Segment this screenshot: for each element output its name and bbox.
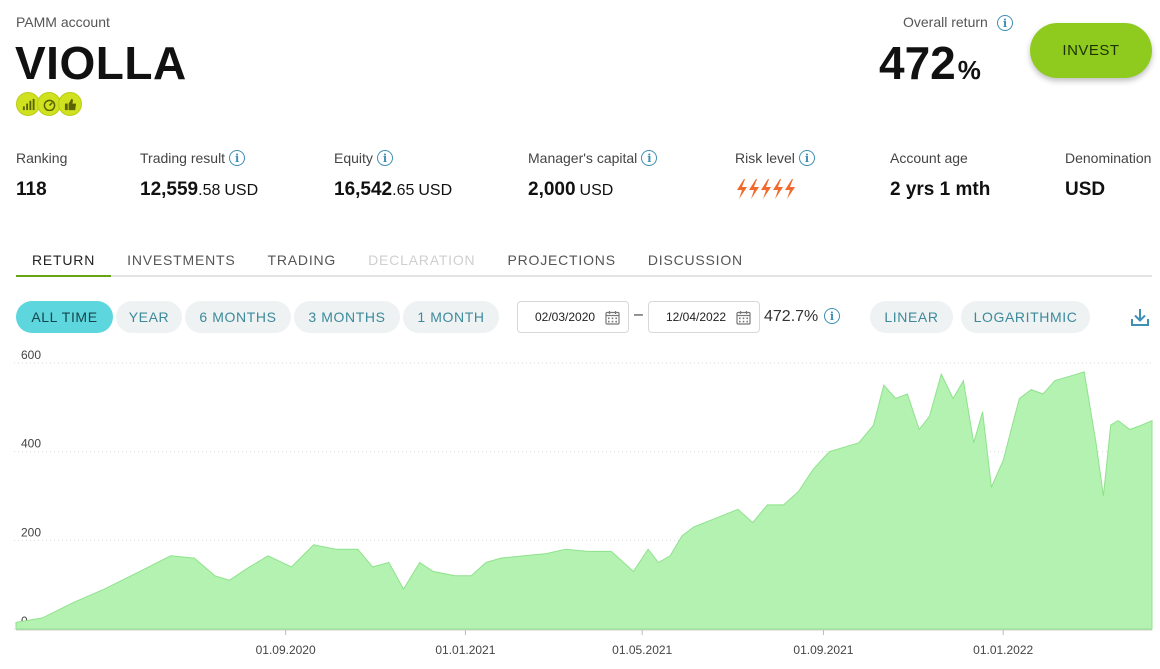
value-decimal: .58 (198, 182, 221, 199)
stat-label: Risk level (735, 150, 795, 166)
period-3-months-button[interactable]: 3 MONTHS (294, 301, 400, 333)
stat-ranking: Ranking 118 (16, 150, 67, 201)
info-icon[interactable]: i (641, 150, 658, 166)
chart-badge-icon[interactable] (16, 92, 40, 116)
logarithmic-scale-button[interactable]: LOGARITHMIC (961, 301, 1090, 333)
speedometer-badge-icon[interactable] (37, 92, 61, 116)
stat-label: Manager's capital (528, 150, 638, 166)
tab-discussion[interactable]: DISCUSSION (647, 252, 743, 268)
return-chart[interactable]: 020040060001.09.202001.01.202101.05.2021… (0, 340, 1160, 669)
date-range-separator: – (634, 306, 643, 323)
value-integer: 12,559 (140, 179, 199, 200)
stat-risk-level: Risk level i (735, 150, 815, 199)
stat-label: Trading result (140, 150, 226, 166)
stat-label: Account age (890, 150, 968, 166)
stat-label: Denomination (1065, 150, 1152, 166)
overall-return-value: 472% (879, 36, 981, 90)
period-all-time-button[interactable]: ALL TIME (16, 301, 113, 333)
tab-trading[interactable]: TRADING (267, 252, 337, 268)
info-icon[interactable]: i (376, 150, 393, 166)
info-icon[interactable]: i (229, 150, 246, 166)
info-icon[interactable]: i (997, 15, 1013, 31)
date-to-input[interactable]: 12/04/2022 (648, 301, 760, 333)
stat-value: USD (1065, 179, 1106, 200)
period-year-button[interactable]: YEAR (116, 301, 182, 333)
tab-return[interactable]: RETURN (16, 246, 112, 277)
stat-value: 12,559.58 USD (140, 179, 258, 201)
value-currency: USD (418, 182, 453, 199)
stat-value: 118 (16, 179, 47, 200)
stat-value: 2,000 USD (528, 179, 657, 201)
period-1-month-button[interactable]: 1 MONTH (403, 301, 499, 333)
date-to-value: 12/04/2022 (666, 310, 727, 324)
date-from-value: 02/03/2020 (535, 310, 596, 324)
y-tick-label: 600 (21, 348, 41, 362)
risk-level-indicator (735, 179, 815, 199)
linear-scale-button[interactable]: LINEAR (870, 301, 953, 333)
stat-value: 2 yrs 1 mth (890, 179, 991, 200)
overall-return-number: 472 (879, 37, 956, 89)
x-tick-label: 01.05.2021 (612, 643, 672, 657)
account-name: VIOLLA (15, 37, 187, 89)
info-icon[interactable]: i (824, 308, 840, 324)
calendar-icon[interactable] (605, 310, 620, 325)
risk-bolt-icon (773, 179, 783, 199)
range-return-value: 472.7% (764, 308, 819, 325)
overall-return-label: Overall return (903, 14, 988, 30)
info-icon[interactable]: i (798, 150, 815, 166)
period-6-months-button[interactable]: 6 MONTHS (185, 301, 291, 333)
x-tick-label: 01.09.2021 (793, 643, 853, 657)
x-tick-label: 01.09.2020 (256, 643, 316, 657)
tab-projections[interactable]: PROJECTIONS (507, 252, 616, 268)
x-tick-label: 01.01.2021 (435, 643, 495, 657)
stat-equity: Equity i 16,542.65 USD (334, 150, 452, 201)
value-decimal: .65 (392, 182, 415, 199)
tab-investments[interactable]: INVESTMENTS (127, 252, 236, 268)
risk-bolt-icon (785, 179, 795, 199)
return-series-area (15, 371, 1153, 630)
account-type-label: PAMM account (16, 14, 110, 30)
value-currency: USD (224, 182, 259, 199)
value-integer: 2,000 (528, 179, 576, 200)
tab-declaration: DECLARATION (368, 252, 476, 268)
overall-return-unit: % (957, 55, 981, 85)
value-integer: 16,542 (334, 179, 393, 200)
risk-bolt-icon (749, 179, 759, 199)
download-icon[interactable] (1130, 307, 1150, 327)
date-from-input[interactable]: 02/03/2020 (517, 301, 629, 333)
value-currency: USD (579, 182, 614, 199)
tab-bar: RETURN INVESTMENTS TRADING DECLARATION P… (16, 246, 1152, 277)
x-tick-label: 01.01.2022 (973, 643, 1033, 657)
badge-group (16, 92, 82, 116)
risk-bolt-icon (761, 179, 771, 199)
calendar-icon[interactable] (736, 310, 751, 325)
risk-bolt-icon (737, 179, 747, 199)
stat-label: Ranking (16, 150, 68, 166)
y-tick-label: 200 (21, 525, 41, 539)
stat-denomination: Denomination USD (1065, 150, 1151, 201)
stat-value: 16,542.65 USD (334, 179, 452, 201)
y-tick-label: 400 (21, 437, 41, 451)
stat-label: Equity (334, 150, 373, 166)
thumbs-up-badge-icon[interactable] (58, 92, 82, 116)
stat-trading-result: Trading result i 12,559.58 USD (140, 150, 258, 201)
invest-button[interactable]: INVEST (1030, 23, 1152, 78)
stat-account-age: Account age 2 yrs 1 mth (890, 150, 990, 201)
stat-managers-capital: Manager's capital i 2,000 USD (528, 150, 658, 201)
